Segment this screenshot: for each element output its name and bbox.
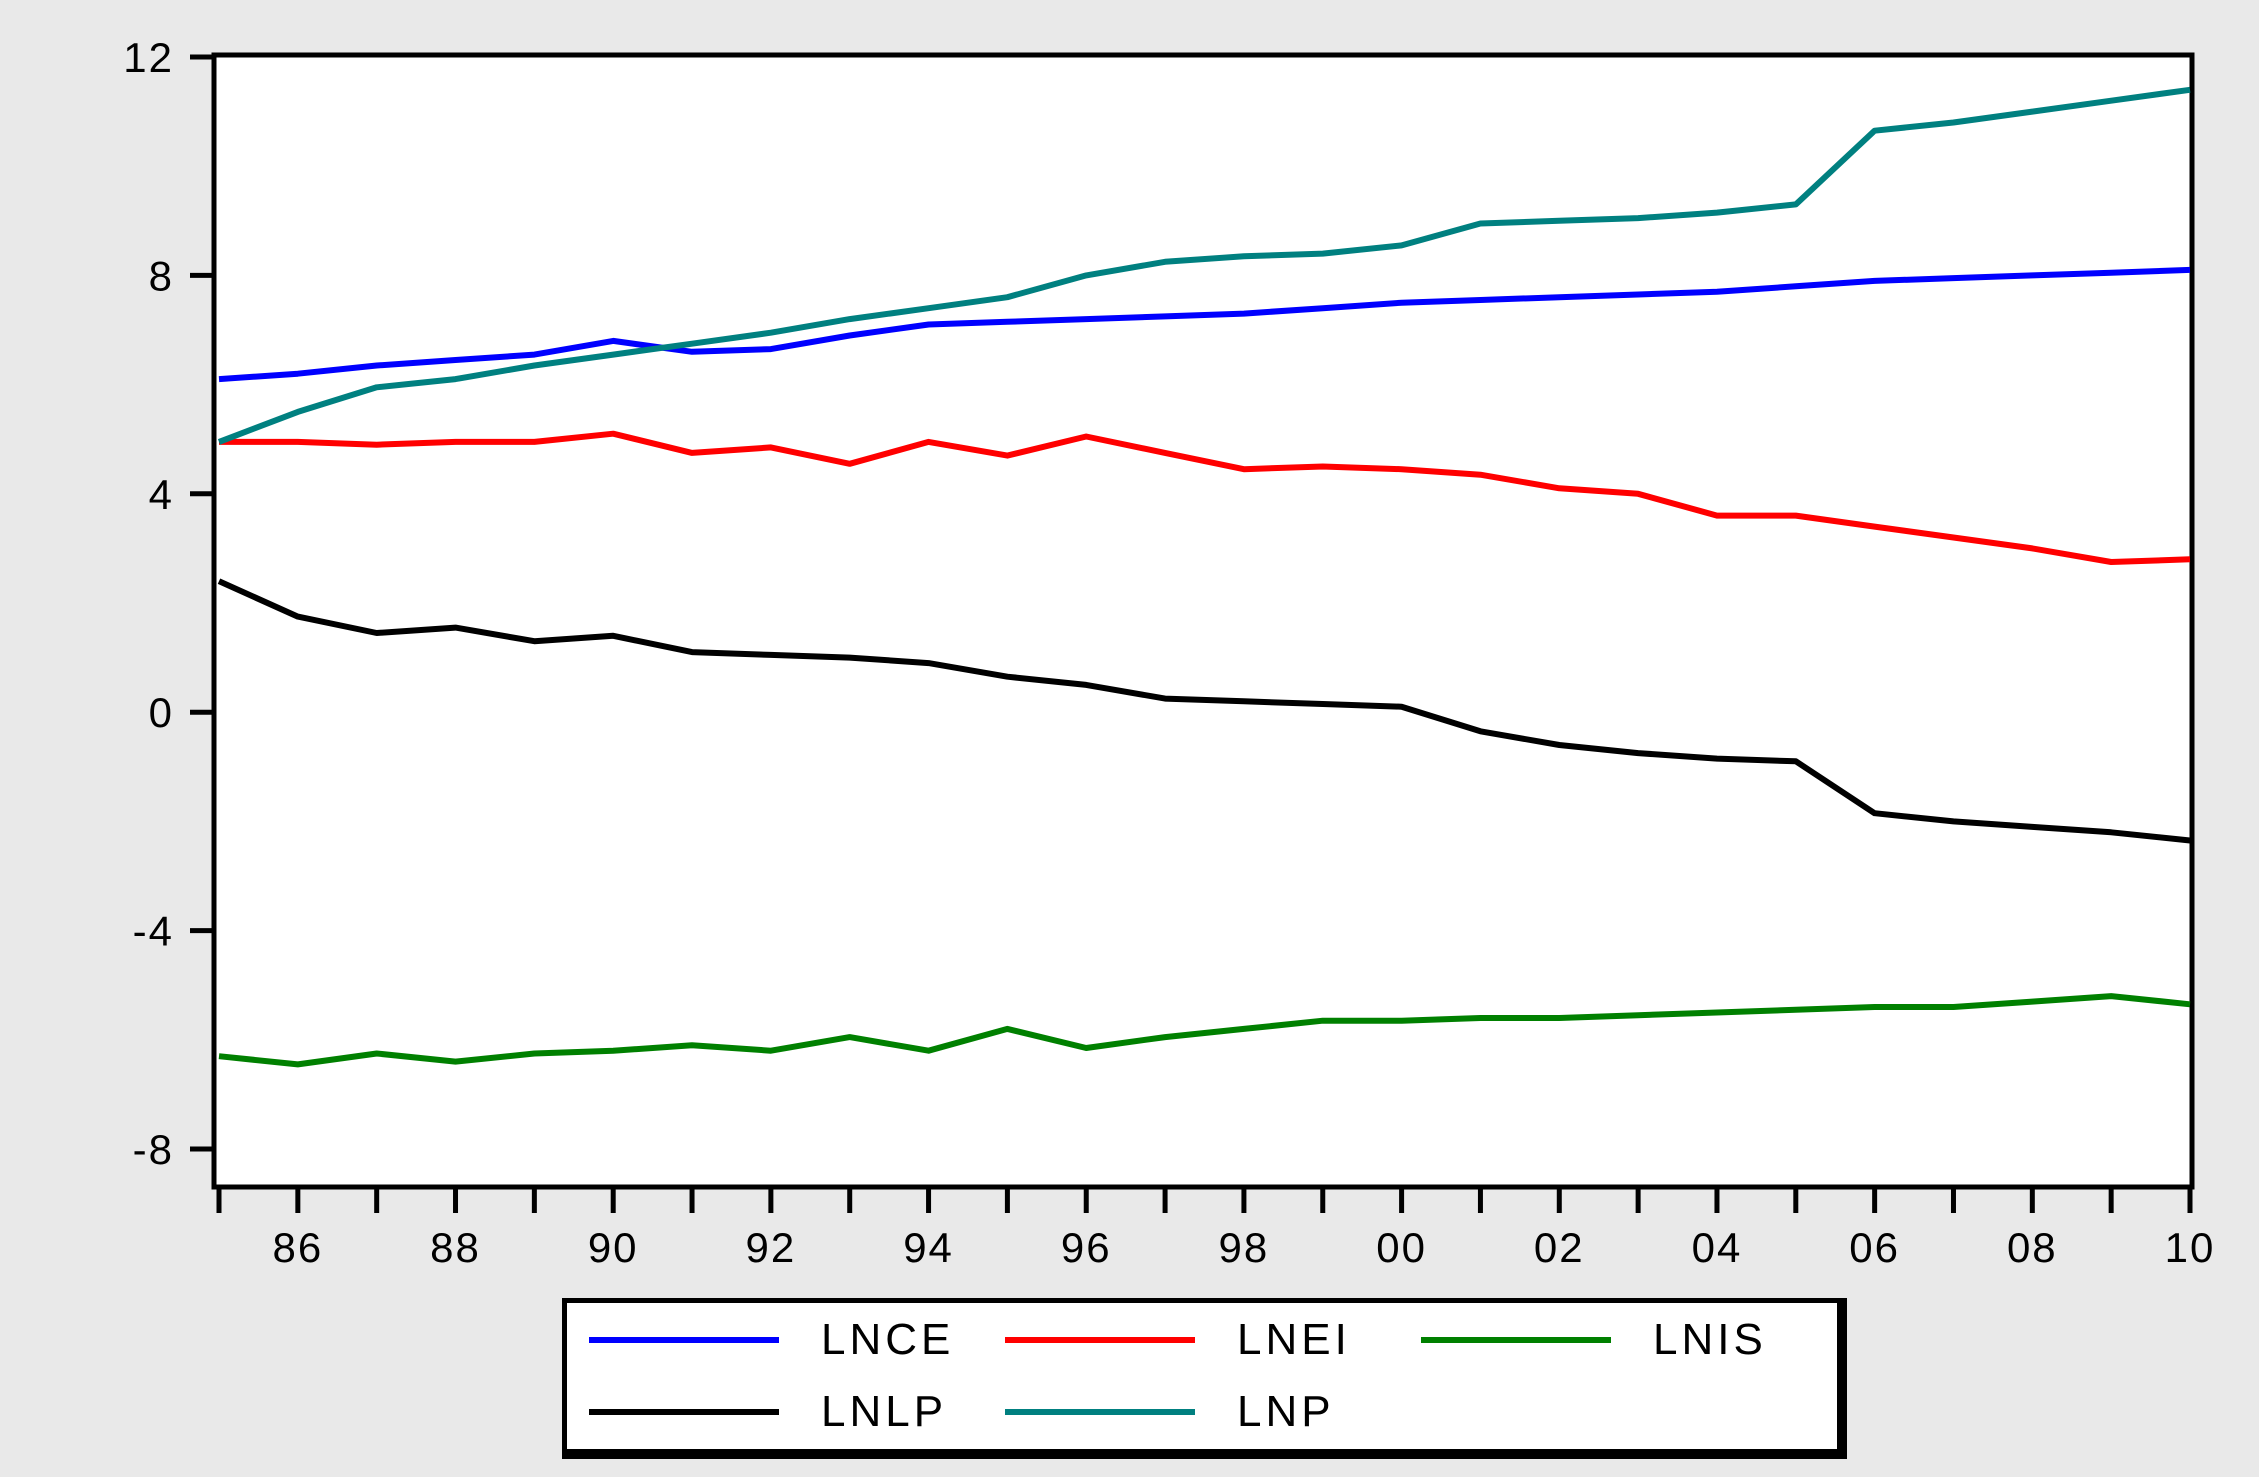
x-tick-label: 98 [1219,1224,1270,1271]
series-line-LNEI [219,430,2191,565]
y-tick-label: 4 [149,471,174,518]
legend-box: LNCE LNEI LNIS LNLP LNP [562,1298,1847,1459]
legend-line-sample-LNEI [1005,1337,1195,1344]
x-tick-label: 00 [1376,1224,1427,1271]
x-tick-label: 08 [2007,1224,2058,1271]
legend-item-LNCE: LNCE [589,1315,1005,1365]
legend-item-LNIS: LNIS [1421,1315,1837,1365]
x-tick-label: 06 [1849,1224,1900,1271]
legend-item-LNP: LNP [1005,1387,1421,1437]
legend-item-LNLP: LNLP [589,1387,1005,1437]
x-tick-label: 02 [1534,1224,1585,1271]
series-line-LNLP [217,578,2191,844]
legend-label: LNP [1237,1386,1335,1436]
legend-line-sample-LNLP [589,1408,779,1415]
series-line-LNP [217,86,2191,445]
legend-line-sample-LNIS [1421,1337,1611,1344]
x-tick-label: 86 [272,1224,323,1271]
x-tick-label: 96 [1061,1224,1112,1271]
legend-row: LNCE LNEI LNIS [589,1306,1837,1374]
x-tick-label: 10 [2165,1224,2216,1271]
y-tick-label: -4 [133,908,174,955]
x-tick-label: 94 [903,1224,954,1271]
y-tick-label: -8 [133,1126,174,1173]
legend-item-LNEI: LNEI [1005,1315,1421,1365]
x-tick-label: 92 [746,1224,797,1271]
x-tick-label: 88 [430,1224,481,1271]
legend-row: LNLP LNP [589,1378,1837,1446]
legend-label: LNLP [821,1386,948,1436]
series-line-LNIS [218,993,2191,1068]
legend-label: LNCE [821,1315,955,1365]
x-tick-label: 90 [588,1224,639,1271]
y-tick-label: 8 [149,252,174,299]
legend-label: LNEI [1237,1315,1351,1365]
series-line-LNCE [218,266,2191,383]
plot-area [211,52,2195,1190]
x-tick-label: 04 [1692,1224,1743,1271]
legend-label: LNIS [1653,1315,1767,1365]
legend-line-sample-LNCE [589,1337,779,1344]
legend-line-sample-LNP [1005,1408,1195,1415]
y-tick-label: 0 [149,689,174,736]
y-tick-label: 12 [123,34,174,81]
